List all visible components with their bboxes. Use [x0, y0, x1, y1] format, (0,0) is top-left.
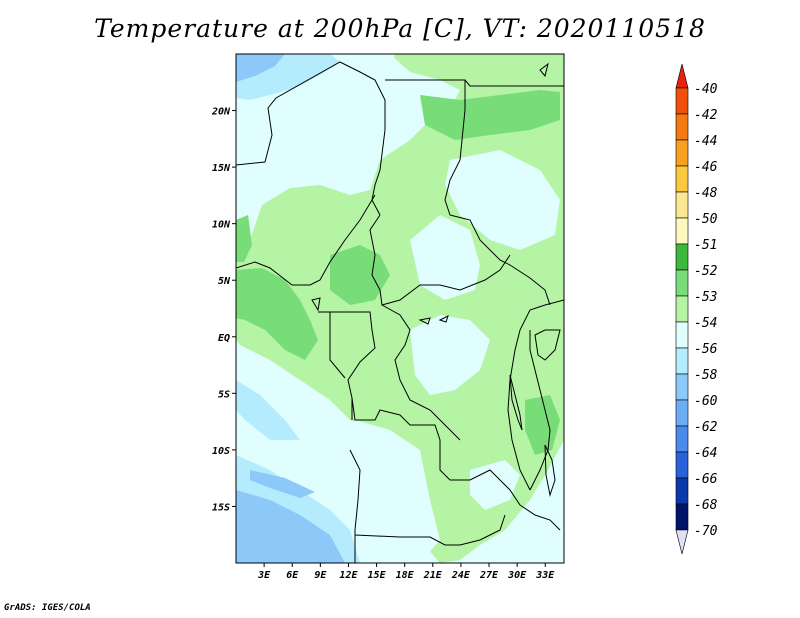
border-line — [369, 214, 511, 306]
border-line — [464, 79, 564, 87]
field-region-light-east — [470, 460, 520, 510]
border-line — [354, 514, 506, 546]
lat-label: 15S — [212, 502, 230, 513]
colorbar-label: -54 — [694, 316, 717, 331]
border-line — [351, 397, 501, 481]
border-line — [236, 194, 376, 286]
colorbar-label: -58 — [694, 368, 718, 383]
temperature-field — [236, 54, 564, 563]
colorbar-swatch — [675, 425, 689, 453]
colorbar: -40 -42 -44 -46 -48 -50 -51 -52 -53 -54 -56 -58 -60 -… — [675, 63, 718, 555]
lat-label: 10S — [212, 446, 230, 457]
map-title: Temperature at 200hPa [C], VT: 202011051… — [94, 14, 706, 43]
colorbar-label: -68 — [694, 498, 718, 513]
colorbar-label: -42 — [694, 108, 718, 123]
colorbar-label: -50 — [694, 212, 718, 227]
border-line — [318, 311, 346, 379]
lake-outline — [544, 444, 556, 497]
field-cold-58-sw — [236, 490, 345, 563]
lat-label: 20N — [211, 107, 231, 118]
field-cold-west — [236, 380, 300, 440]
coastline — [418, 315, 449, 325]
border-line — [507, 299, 564, 491]
border-line — [449, 214, 551, 306]
lon-label: 3E — [257, 570, 271, 581]
footer-credit: GrADS: IGES/COLA — [4, 603, 91, 613]
field-region-light-center — [410, 215, 480, 300]
colorbar-swatch — [675, 373, 689, 401]
field-cold-58-band — [250, 470, 315, 498]
colorbar-label: -40 — [694, 82, 718, 97]
lon-label: 30E — [507, 570, 527, 581]
field-patch-52-gulf — [236, 268, 318, 360]
colorbar-swatch — [675, 503, 689, 531]
border-line — [330, 311, 376, 420]
field-region-light-south — [340, 420, 440, 563]
border-line — [499, 479, 561, 531]
colorbar-swatch — [675, 269, 689, 297]
colorbar-swatch — [675, 243, 689, 271]
field-patch-52-north — [420, 90, 560, 140]
lat-label: EQ — [218, 333, 230, 344]
colorbar-label: -51 — [694, 238, 717, 253]
country-borders — [236, 61, 564, 563]
lon-label: 21E — [423, 570, 443, 581]
colorbar-swatch — [675, 451, 689, 479]
colorbar-swatch — [675, 113, 689, 141]
colorbar-swatch — [675, 87, 689, 115]
colorbar-swatch — [675, 477, 689, 505]
lon-label: 18E — [396, 570, 415, 581]
field-region-light-ne — [445, 150, 560, 250]
longitude-axis: 3E 6E 9E 12E 15E 18E 21E 24E 27E 30E 33E — [257, 563, 555, 581]
colorbar-swatch — [675, 347, 689, 375]
border-line — [534, 329, 561, 361]
border-line — [529, 330, 551, 491]
field-cold-58-nw — [236, 54, 285, 82]
colorbar-label: -66 — [694, 472, 718, 487]
border-line — [349, 449, 361, 563]
lon-label: 6E — [286, 570, 299, 581]
colorbar-label: -46 — [694, 160, 718, 175]
colorbar-label: -53 — [694, 290, 717, 305]
field-patch-52-east — [525, 395, 560, 455]
lon-label: 15E — [368, 570, 387, 581]
map-frame — [235, 53, 565, 564]
colorbar-swatch — [675, 295, 689, 323]
lon-label: 27E — [479, 570, 499, 581]
colorbar-label: -60 — [694, 394, 718, 409]
colorbar-swatch — [675, 139, 689, 167]
colorbar-swatch — [675, 191, 689, 219]
lat-label: 10N — [212, 220, 231, 231]
lon-label: 33E — [535, 570, 555, 581]
field-region-light-basin — [410, 315, 490, 395]
colorbar-label: -70 — [694, 524, 718, 539]
lon-label: 9E — [314, 570, 327, 581]
colorbar-top-triangle — [675, 63, 689, 89]
lon-label: 24E — [451, 570, 471, 581]
colorbar-bottom-triangle — [675, 529, 689, 555]
colorbar-label: -56 — [694, 342, 718, 357]
lat-label: 5N — [218, 276, 231, 287]
border-line — [539, 62, 549, 78]
colorbar-swatch — [675, 217, 689, 245]
coastline — [311, 297, 321, 312]
colorbar-swatch — [675, 399, 689, 427]
colorbar-swatch — [675, 165, 689, 193]
colorbar-label: -52 — [694, 264, 718, 279]
latitude-axis: 20N 15N 10N 5N EQ 5S 10S 15S — [211, 107, 236, 513]
lat-label: 15N — [212, 163, 231, 174]
lon-label: 12E — [339, 570, 358, 581]
lake-outline — [509, 374, 523, 431]
field-patch-52-west — [236, 215, 252, 262]
colorbar-label: -44 — [694, 134, 717, 149]
border-line — [381, 304, 461, 441]
colorbar-label: -48 — [694, 186, 718, 201]
colorbar-swatch — [675, 321, 689, 349]
field-patch-52-center — [330, 245, 390, 305]
colorbar-label: -62 — [694, 420, 718, 435]
colorbar-label: -64 — [694, 446, 717, 461]
border-line — [236, 61, 386, 216]
lat-label: 5S — [218, 389, 230, 400]
